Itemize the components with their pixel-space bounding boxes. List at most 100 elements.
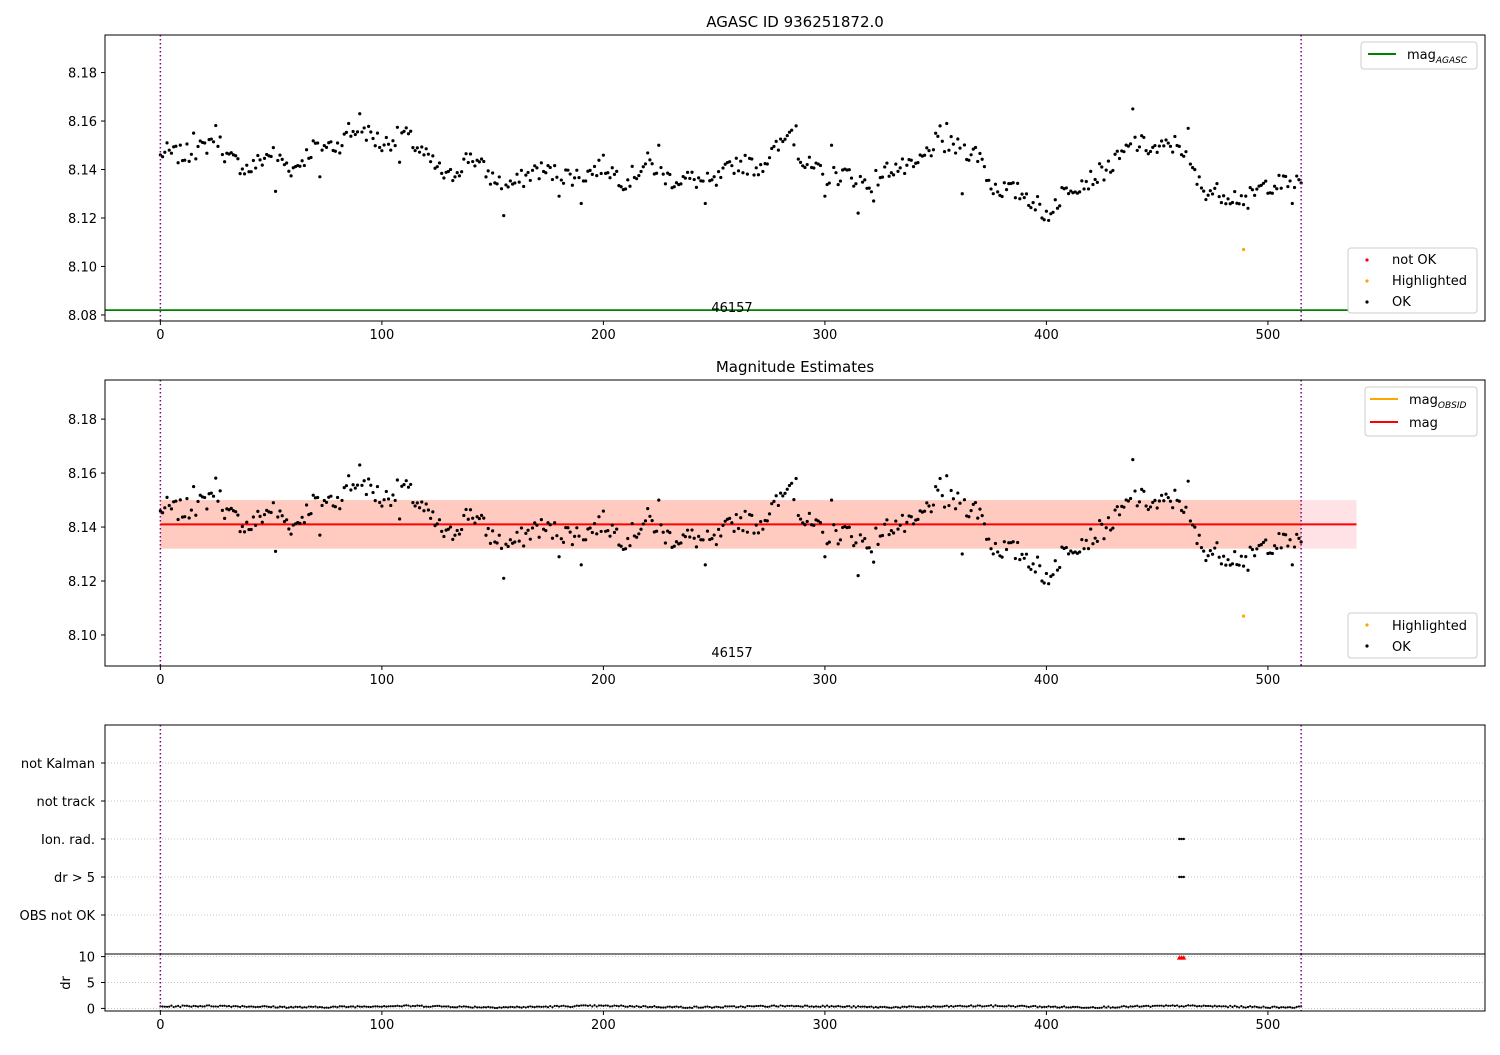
- ok-point: [626, 178, 630, 182]
- ok-point: [1000, 194, 1004, 199]
- dr-point: [487, 1005, 490, 1009]
- ok-point: [623, 547, 628, 551]
- ok-point: [599, 171, 603, 176]
- ok-point: [982, 165, 986, 169]
- ok-point: [183, 515, 187, 519]
- dr-point: [314, 1005, 317, 1008]
- ok-point: [601, 509, 605, 513]
- x-tick-label: 200: [591, 673, 616, 688]
- ok-point: [836, 542, 840, 546]
- ok-point: [280, 514, 284, 518]
- dr-point: [256, 1005, 259, 1008]
- ok-point: [1160, 493, 1164, 497]
- ok-point: [860, 180, 865, 184]
- ok-point: [1020, 192, 1024, 196]
- ok-point: [570, 542, 574, 547]
- ok-point: [464, 507, 468, 512]
- legend-marker-ok: [1365, 300, 1369, 304]
- dr-point: [1078, 1006, 1081, 1009]
- dr-point: [1215, 1005, 1219, 1008]
- ok-point: [767, 512, 772, 516]
- ok-point: [537, 177, 541, 181]
- ok-point: [1097, 162, 1102, 166]
- ok-point: [249, 527, 253, 532]
- ok-point: [801, 521, 805, 525]
- ok-point: [1162, 144, 1166, 148]
- dr-point: [343, 1005, 346, 1008]
- x-tick-label: 0: [156, 1018, 164, 1033]
- ok-point: [187, 159, 191, 163]
- ok-point: [342, 132, 346, 136]
- dr-point: [1244, 1006, 1247, 1009]
- ok-point: [774, 494, 778, 498]
- dr-point: [482, 1006, 485, 1009]
- ok-point: [464, 152, 468, 156]
- legend-marker-highlighted: [1365, 279, 1369, 283]
- dr-point: [724, 1005, 727, 1008]
- ok-point: [486, 526, 490, 531]
- dr-point: [402, 1004, 406, 1007]
- ok-point: [384, 135, 388, 140]
- dr-point: [451, 1005, 454, 1009]
- dr-point: [589, 1004, 592, 1007]
- legend-magnitude: magOBSID mag: [1364, 386, 1478, 437]
- dr-point: [1238, 1006, 1241, 1009]
- ok-point: [318, 533, 322, 537]
- ok-point: [1111, 168, 1115, 173]
- ok-point: [1275, 546, 1279, 551]
- ok-point: [971, 502, 975, 506]
- ok-point: [537, 535, 541, 539]
- ok-point: [1157, 144, 1161, 148]
- dr-point: [445, 1005, 448, 1008]
- ok-point: [535, 523, 539, 527]
- dr-panel: 0 5 10 0 100 200 300 400 500 dr: [59, 951, 1486, 1033]
- ok-point: [533, 164, 537, 168]
- ok-point: [557, 194, 561, 198]
- dr-point: [766, 1005, 769, 1008]
- ok-point: [958, 146, 962, 150]
- ok-point: [1038, 564, 1042, 568]
- ok-point: [209, 137, 213, 141]
- dr-point: [1182, 1005, 1185, 1008]
- ok-point: [681, 174, 685, 179]
- dr-point: [653, 1005, 656, 1008]
- x-tick-label: 200: [591, 1018, 616, 1033]
- dr-point: [1164, 1004, 1168, 1007]
- dr-point: [542, 1005, 545, 1008]
- ok-point: [869, 550, 874, 554]
- ok-point: [544, 529, 548, 533]
- ok-point: [889, 529, 893, 533]
- ok-point: [499, 546, 504, 551]
- ok-point: [759, 162, 763, 167]
- dr-point: [177, 1004, 180, 1007]
- ok-point: [794, 124, 798, 128]
- dr-point: [1071, 1005, 1075, 1008]
- ok-point: [404, 126, 408, 130]
- ok-point: [1277, 531, 1281, 536]
- ok-point: [705, 529, 710, 533]
- dr-point: [557, 1005, 561, 1008]
- ok-point: [761, 527, 765, 531]
- ok-point: [1177, 499, 1181, 503]
- ok-point: [1082, 547, 1086, 551]
- ok-point: [750, 157, 754, 161]
- ok-point: [333, 505, 337, 509]
- ok-point: [240, 524, 244, 529]
- dr-point: [205, 1004, 208, 1007]
- ok-point: [732, 529, 736, 533]
- dr-point: [919, 1006, 922, 1009]
- dr-point: [648, 1005, 652, 1009]
- dr-point: [828, 1005, 831, 1008]
- ok-point: [754, 523, 758, 527]
- ok-point: [333, 149, 337, 153]
- ok-point: [276, 158, 280, 163]
- dr-point: [318, 1005, 321, 1009]
- dr-point: [721, 1006, 725, 1009]
- ok-point: [679, 182, 683, 186]
- dr-point: [371, 1005, 375, 1008]
- ok-point: [1230, 200, 1235, 205]
- ok-point: [657, 498, 661, 502]
- ok-point: [517, 539, 521, 543]
- ok-point: [1117, 156, 1122, 161]
- dr-point: [874, 1005, 877, 1009]
